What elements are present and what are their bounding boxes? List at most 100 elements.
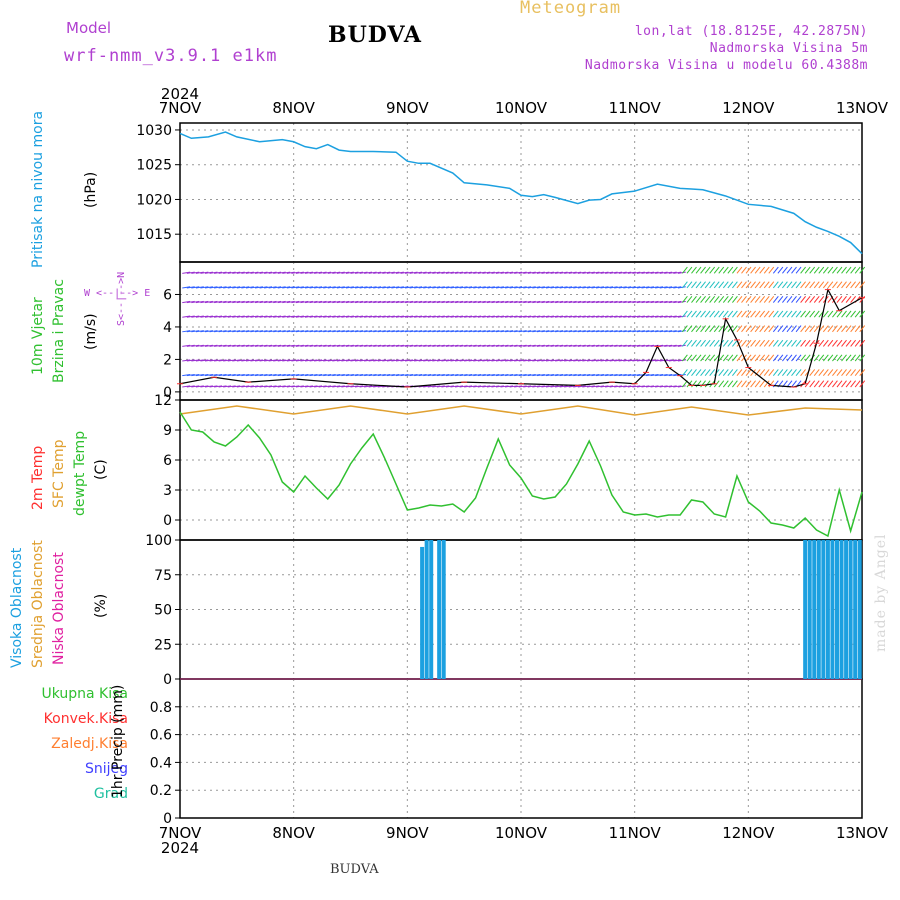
wind-barb (518, 330, 527, 333)
wind-barb (395, 286, 404, 289)
wind-barb (495, 271, 504, 274)
wind-barb (582, 344, 591, 347)
wind-barb (559, 271, 568, 274)
wind-barb (763, 380, 770, 388)
wind-barb (559, 359, 568, 362)
wind-barb (268, 373, 277, 377)
wind-barb (822, 266, 829, 274)
wind-barb (677, 286, 686, 289)
wind-barb (827, 339, 834, 347)
wind-barb (304, 373, 314, 377)
wind-barb (350, 330, 359, 333)
wind-barb (577, 271, 586, 274)
wind-barb (686, 296, 693, 303)
wind-barb (582, 286, 591, 289)
wind-barb (454, 330, 464, 333)
wind-barb (650, 359, 659, 362)
wind-barb (427, 344, 436, 347)
wind-barb (732, 325, 738, 333)
wind-barb (464, 286, 473, 289)
wind-barb (268, 286, 277, 289)
wind-barb (659, 315, 668, 318)
wind-barb (555, 300, 564, 304)
wind-barb (750, 310, 756, 318)
wind-barb (532, 300, 541, 304)
wind-barb (336, 286, 345, 289)
wind-barb (182, 344, 191, 347)
wind-barb (318, 315, 327, 318)
wind-barb (768, 380, 775, 388)
wind-barb (223, 344, 232, 347)
wind-barb (586, 344, 595, 347)
wind-barb (745, 281, 752, 289)
wind-barb (577, 286, 586, 289)
wind-barb (700, 266, 706, 274)
wind-barb (191, 344, 200, 347)
wind-barb (759, 296, 766, 303)
wind-barb (686, 369, 693, 376)
wind-barb (214, 271, 223, 274)
wind-barb (195, 385, 204, 388)
wind-barb (541, 385, 550, 388)
wind-barb (236, 330, 245, 333)
wind-barb (409, 315, 418, 318)
wind-barb (813, 325, 820, 333)
wind-barb (641, 300, 650, 304)
wind-barb (750, 339, 756, 347)
wind-barb (623, 300, 632, 304)
wind-barb (736, 281, 743, 289)
wind-barb (350, 286, 359, 289)
wind-barb (482, 271, 491, 274)
cloud-high-bar (821, 540, 826, 679)
wind-barb (845, 354, 852, 362)
wind-barb (827, 281, 834, 289)
wind-barb (709, 310, 716, 318)
wind-barb (418, 300, 427, 304)
wind-barb (232, 359, 241, 362)
wind-barb (400, 373, 409, 377)
wind-barb (664, 300, 673, 304)
wind-barb (454, 271, 464, 274)
wind-barb (191, 330, 200, 333)
wind-barb (268, 271, 277, 274)
wind-barb (268, 344, 277, 347)
wind-barb (859, 266, 866, 274)
wind-barb (373, 286, 382, 289)
wind-barb (754, 281, 761, 289)
wind-barb (368, 286, 377, 289)
wind-barb (473, 344, 482, 347)
wind-barb (364, 373, 373, 377)
wind-barb (182, 315, 191, 318)
wind-barb (632, 344, 641, 347)
wind-barb (804, 339, 811, 347)
wind-barb (304, 271, 314, 274)
wind-barb (682, 281, 688, 289)
wind-barb (786, 354, 793, 362)
wind-barb (605, 373, 614, 377)
wind-barb (241, 373, 250, 377)
wind-barb (282, 300, 291, 304)
wind-barb (227, 344, 236, 347)
wind-barb (223, 271, 232, 274)
wind-barb (273, 385, 282, 388)
wind-barb (414, 286, 423, 289)
wind-barb (286, 359, 295, 362)
wind-barb (186, 359, 195, 362)
wind-barb (300, 359, 309, 362)
wind-barb (445, 286, 454, 289)
wind-barb (536, 359, 545, 362)
wind-barb (595, 300, 605, 304)
wind-barb (772, 281, 779, 289)
wind-barb (750, 325, 756, 333)
wind-barb (668, 271, 677, 274)
wind-barb (264, 330, 273, 333)
wind-barb (777, 281, 784, 289)
wind-barb (582, 271, 591, 274)
wind-barb (182, 373, 191, 377)
wind-barb (609, 271, 618, 274)
wind-barb (605, 359, 614, 362)
wind-barb (459, 300, 468, 304)
wind-barb (541, 344, 550, 347)
wind-barb (782, 339, 788, 347)
wind-barb (214, 300, 223, 304)
